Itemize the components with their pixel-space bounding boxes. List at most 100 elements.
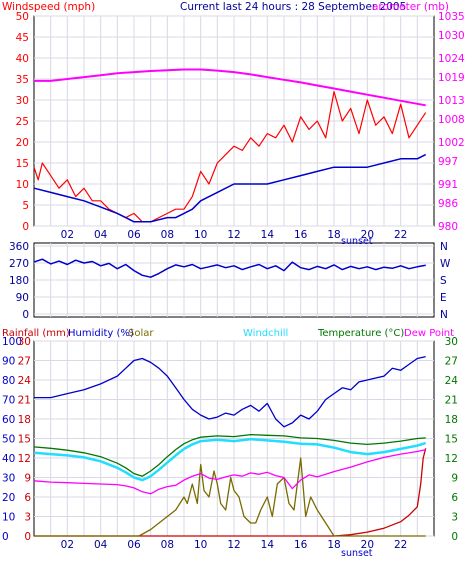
rain-tick-label: 9 [24,473,31,485]
compass-tick-label: W [440,258,451,270]
hour-tick-label: 16 [294,539,308,551]
hour-tick-label: 16 [294,229,308,241]
legend-humidity: Humidity (%) [68,328,134,339]
hour-tick-label: 02 [61,229,74,241]
series-direction [33,258,426,278]
hour-tick-label: 06 [127,539,141,551]
rain-tick-label: 6 [24,492,31,504]
hour-tick-label: 22 [394,229,407,241]
wind-tick-label: 5 [22,200,29,212]
hour-tick-label: 14 [261,539,275,551]
sunset-label-bottom: sunset [341,548,373,559]
temperature-tick-label: 12 [445,453,458,465]
pressure-tick-label: 986 [438,198,458,210]
direction-tick-label: 0 [22,309,29,321]
pressure-tick-label: 980 [438,221,458,233]
wind-tick-label: 0 [22,221,29,233]
pressure-tick-label: 997 [438,156,458,168]
temperature-tick-label: 30 [445,336,458,348]
pressure-tick-label: 991 [438,179,458,191]
rain-tick-label: 15 [18,434,31,446]
sunset-label-top: sunset [341,236,373,247]
wind-tick-label: 40 [16,53,29,65]
rain-tick-label: 30 [18,336,31,348]
hour-tick-label: 20 [361,539,374,551]
pressure-tick-label: 1024 [438,53,465,65]
humidity-tick-label: 40 [2,453,15,465]
temperature-tick-label: 0 [451,531,458,543]
humidity-tick-label: 20 [2,492,15,504]
direction-tick-label: 270 [9,258,29,270]
hour-tick-label: 14 [261,229,275,241]
hour-tick-label: 20 [361,229,374,241]
wind-tick-label: 50 [16,11,29,23]
hour-tick-label: 18 [327,229,340,241]
wind-tick-label: 45 [16,32,29,44]
humidity-tick-label: 70 [2,395,15,407]
hour-tick-label: 12 [227,539,240,551]
temperature-tick-label: 27 [445,356,458,368]
wind-tick-label: 25 [16,116,29,128]
series-rain [34,448,427,537]
tick-labels: 0510152025303540455098098699199710021008… [2,11,465,551]
hour-tick-label: 18 [327,539,340,551]
humidity-tick-label: 50 [2,434,15,446]
pressure-tick-label: 1019 [438,72,465,84]
hour-tick-label: 10 [194,539,207,551]
rain-tick-label: 21 [18,395,31,407]
legend-solar: Solar [128,328,154,339]
hour-tick-label: 06 [127,229,141,241]
wind-tick-label: 15 [16,158,29,170]
pressure-tick-label: 1030 [438,30,465,42]
pressure-axis-label: arometer (mb) [372,1,449,13]
temperature-tick-label: 6 [451,492,458,504]
humidity-tick-label: 90 [2,356,15,368]
legend-temperature: Temperature (°C) [317,328,404,339]
series-pressure [34,68,426,107]
wind-tick-label: 20 [16,137,29,149]
compass-tick-label: N [440,241,448,253]
wind-tick-label: 10 [16,179,29,191]
hour-tick-label: 08 [161,229,174,241]
direction-tick-label: 360 [9,241,29,253]
chart-title: Current last 24 hours : 28 September 200… [180,1,406,13]
series-windchill [33,437,427,482]
rain-tick-label: 12 [18,453,31,465]
humidity-tick-label: 100 [2,336,22,348]
wind-axis-label: Windspeed (mph) [2,1,95,13]
wind-tick-label: 30 [16,95,29,107]
pressure-tick-label: 1008 [438,114,465,126]
hour-tick-label: 12 [227,229,240,241]
series-temperature [33,433,426,477]
rain-tick-label: 0 [24,531,31,543]
temperature-tick-label: 21 [445,395,458,407]
temperature-tick-label: 9 [451,473,458,485]
series-avg_wind [33,153,427,223]
rain-tick-label: 3 [24,512,31,524]
temperature-tick-label: 15 [445,434,458,446]
wind-tick-label: 35 [16,74,29,86]
hour-tick-label: 22 [394,539,407,551]
compass-tick-label: N [440,309,448,321]
temperature-tick-label: 18 [445,414,458,426]
temperature-tick-label: 24 [445,375,459,387]
hour-tick-label: 02 [61,539,74,551]
direction-tick-label: 90 [16,292,29,304]
compass-tick-label: E [440,292,447,304]
humidity-tick-label: 10 [2,512,15,524]
legend-rainfall: Rainfall (mm) [2,328,70,339]
humidity-tick-label: 60 [2,414,15,426]
rain-tick-label: 27 [18,356,31,368]
hour-tick-label: 10 [194,229,207,241]
series-solar [34,457,426,537]
humidity-tick-label: 0 [2,531,9,543]
humidity-tick-label: 30 [2,473,15,485]
rain-tick-label: 24 [18,375,32,387]
series-humidity [34,355,426,428]
hour-tick-label: 04 [94,539,108,551]
legend-windchill: Windchill [243,328,288,339]
pressure-tick-label: 1002 [438,137,465,149]
series-wind [33,90,427,223]
compass-tick-label: S [440,275,447,287]
